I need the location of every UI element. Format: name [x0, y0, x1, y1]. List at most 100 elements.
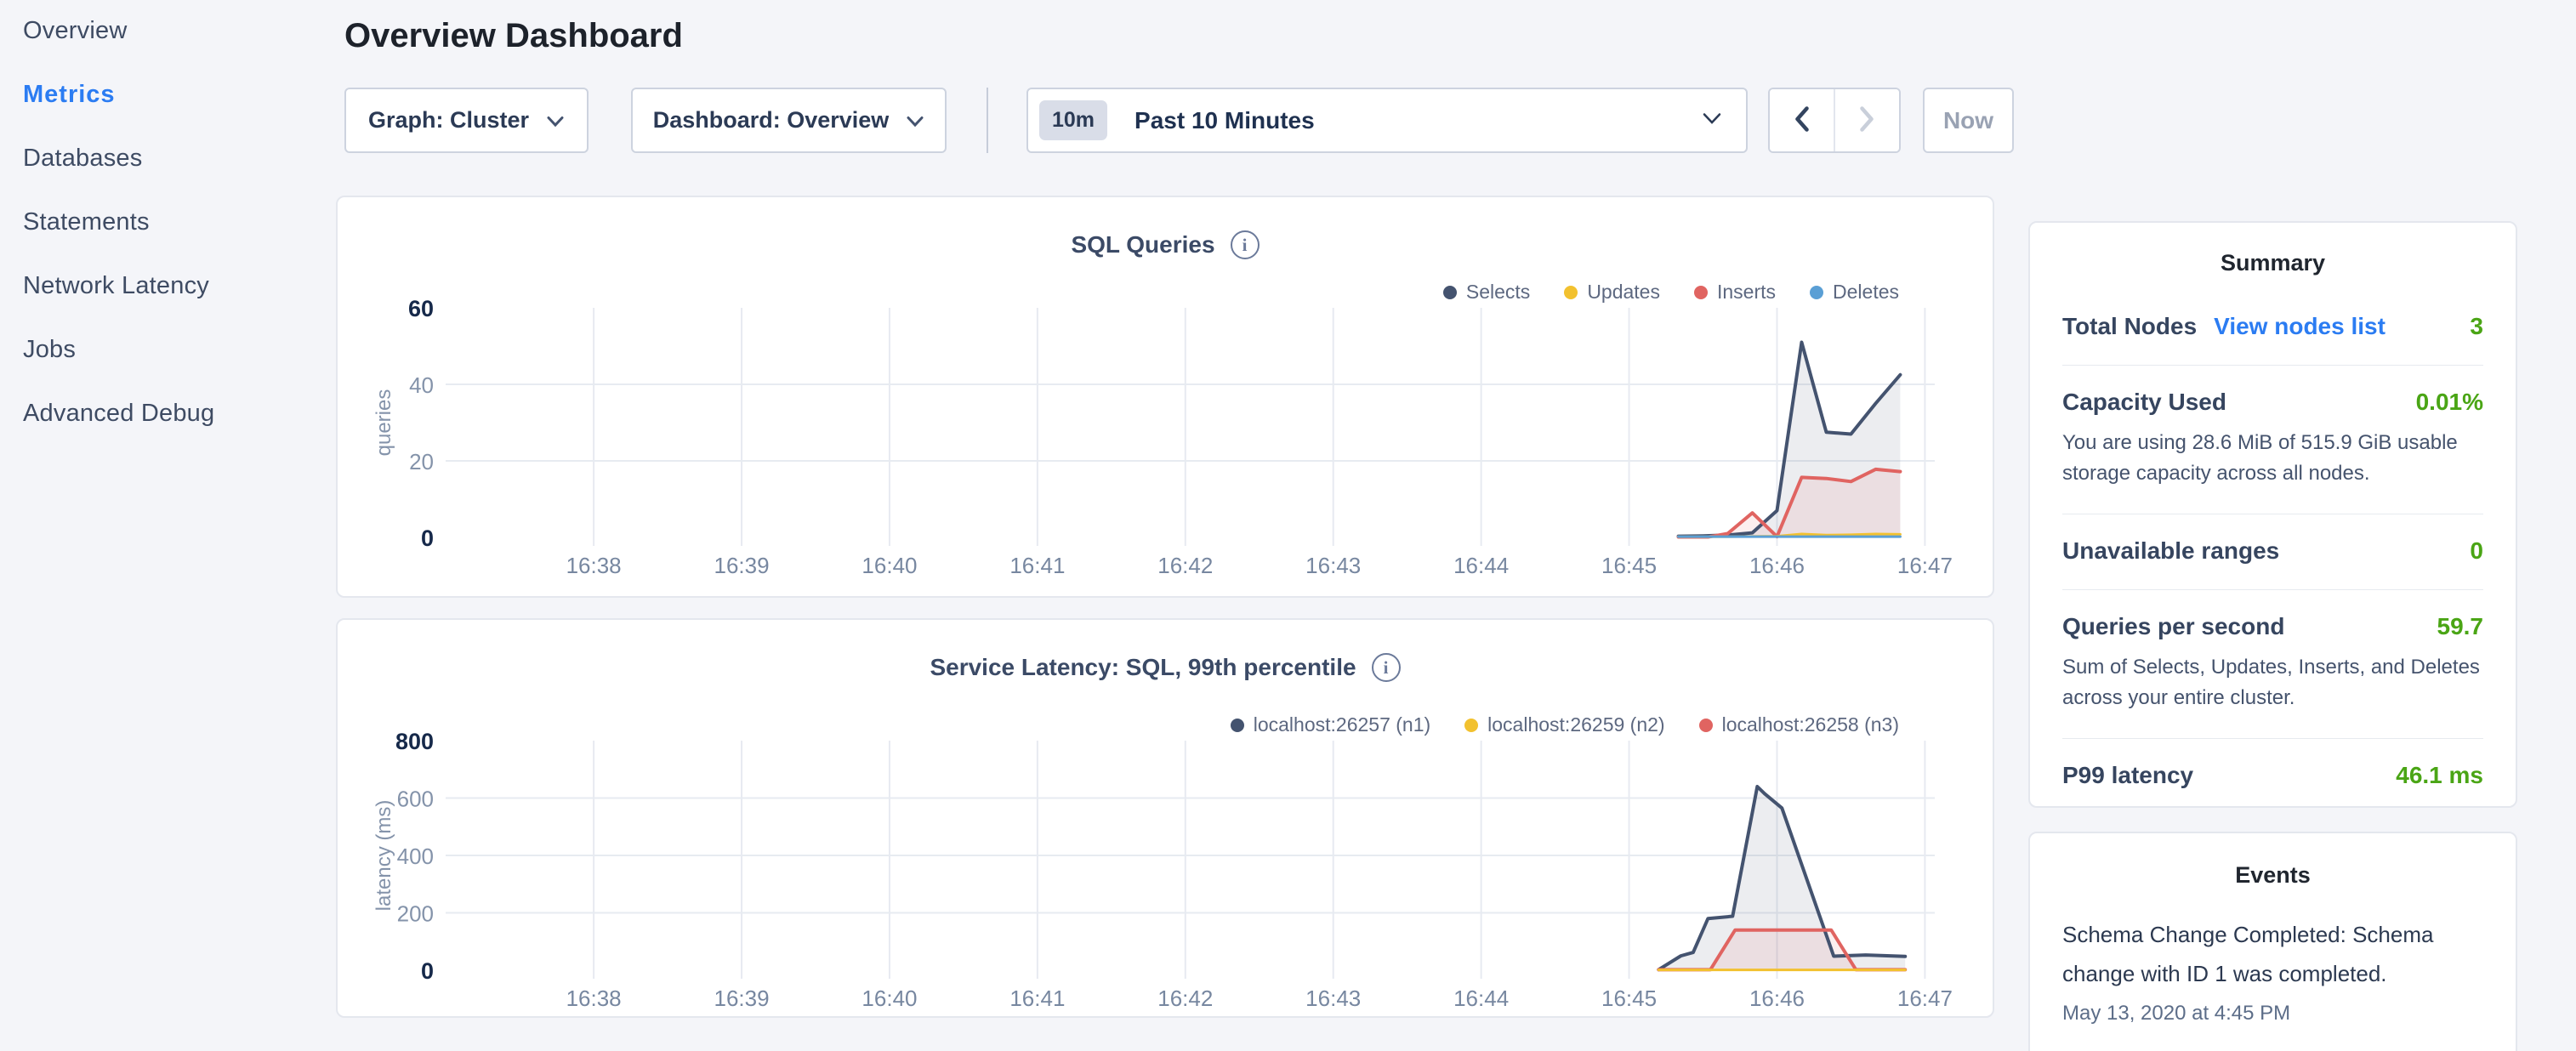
now-button[interactable]: Now — [1923, 88, 2014, 153]
controls-divider — [987, 88, 988, 153]
graph-dropdown-label: Graph: Cluster — [368, 107, 529, 134]
total-nodes-value: 3 — [2470, 313, 2483, 340]
summary-row-p99: P99 latency 46.1 ms — [2062, 739, 2483, 808]
svg-text:0: 0 — [421, 526, 434, 551]
svg-text:16:38: 16:38 — [566, 986, 622, 1011]
legend-label: Deletes — [1833, 281, 1899, 304]
dashboard-dropdown[interactable]: Dashboard: Overview — [631, 88, 947, 153]
sidebar: Overview Metrics Databases Statements Ne… — [0, 0, 336, 463]
events-panel: Events Schema Change Completed: Schema c… — [2028, 832, 2517, 1051]
legend-item-deletes: Deletes — [1810, 281, 1899, 304]
legend-dot — [1231, 719, 1244, 732]
svg-text:60: 60 — [408, 298, 434, 321]
service-latency-chart-card: Service Latency: SQL, 99th percentile i … — [336, 618, 1994, 1018]
unavailable-ranges-label: Unavailable ranges — [2062, 537, 2279, 565]
svg-text:16:45: 16:45 — [1601, 553, 1657, 578]
legend-item-n1: localhost:26257 (n1) — [1231, 713, 1430, 736]
legend-dot — [1699, 719, 1713, 732]
svg-text:16:42: 16:42 — [1157, 986, 1213, 1011]
summary-row-qps: Queries per second 59.7 Sum of Selects, … — [2062, 590, 2483, 739]
svg-text:16:40: 16:40 — [862, 986, 917, 1011]
qps-description: Sum of Selects, Updates, Inserts, and De… — [2062, 652, 2483, 713]
qps-value: 59.7 — [2437, 613, 2484, 640]
service-latency-plot: 16:38 16:39 16:40 16:41 16:42 16:43 16:44 16:45… — [361, 730, 1969, 1011]
svg-text:16:38: 16:38 — [566, 553, 622, 578]
sidebar-item-statements[interactable]: Statements — [23, 208, 336, 236]
charts-column: SQL Queries i Selects Updates Inserts — [336, 196, 1994, 1018]
sql-queries-plot: 16:3816:3916:4016:4116:4216:4316:4416:45… — [361, 298, 1969, 578]
legend-dot — [1443, 286, 1457, 299]
legend-dot — [1564, 286, 1578, 299]
svg-text:16:47: 16:47 — [1897, 553, 1953, 578]
svg-text:16:47: 16:47 — [1897, 986, 1953, 1011]
legend-item-n2: localhost:26259 (n2) — [1464, 713, 1664, 736]
chart-title: Service Latency: SQL, 99th percentile — [930, 654, 1356, 681]
sidebar-item-advanced-debug[interactable]: Advanced Debug — [23, 400, 336, 428]
right-column: Summary Total Nodes View nodes list 3 Ca… — [2028, 221, 2517, 1051]
svg-text:0: 0 — [421, 958, 434, 984]
sidebar-item-overview[interactable]: Overview — [23, 17, 336, 45]
main-content: Overview Dashboard Graph: Cluster Dashbo… — [336, 0, 2028, 1018]
svg-text:16:39: 16:39 — [714, 986, 770, 1011]
svg-text:40: 40 — [409, 372, 434, 398]
svg-text:16:44: 16:44 — [1453, 986, 1509, 1011]
svg-text:16:40: 16:40 — [862, 553, 917, 578]
summary-panel: Summary Total Nodes View nodes list 3 Ca… — [2028, 221, 2517, 808]
svg-text:16:41: 16:41 — [1009, 986, 1065, 1011]
sidebar-item-metrics[interactable]: Metrics — [23, 81, 336, 109]
time-step-controls — [1768, 88, 1901, 153]
event-timestamp: May 13, 2020 at 4:45 PM — [2062, 1002, 2483, 1025]
chevron-down-icon — [546, 107, 565, 134]
svg-text:16:41: 16:41 — [1009, 553, 1065, 578]
summary-row-unavailable-ranges: Unavailable ranges 0 — [2062, 514, 2483, 590]
info-icon[interactable]: i — [1372, 653, 1401, 682]
chevron-down-icon — [1702, 112, 1722, 129]
chevron-right-icon — [1859, 105, 1875, 135]
p99-latency-value: 46.1 ms — [2396, 762, 2483, 789]
sql-queries-chart-card: SQL Queries i Selects Updates Inserts — [336, 196, 1994, 598]
svg-text:16:44: 16:44 — [1453, 553, 1509, 578]
page-title: Overview Dashboard — [344, 17, 2028, 55]
sidebar-item-databases[interactable]: Databases — [23, 145, 336, 173]
time-window-badge: 10m — [1039, 100, 1107, 140]
legend-label: localhost:26259 (n2) — [1487, 713, 1664, 736]
app-root: Overview Metrics Databases Statements Ne… — [0, 0, 2576, 1051]
view-nodes-list-link[interactable]: View nodes list — [2214, 313, 2386, 340]
events-title: Events — [2062, 862, 2483, 889]
sidebar-item-jobs[interactable]: Jobs — [23, 336, 336, 364]
legend-label: Inserts — [1717, 281, 1776, 304]
summary-row-total-nodes: Total Nodes View nodes list 3 — [2062, 290, 2483, 366]
capacity-used-description: You are using 28.6 MiB of 515.9 GiB usab… — [2062, 428, 2483, 489]
svg-text:16:43: 16:43 — [1305, 986, 1361, 1011]
legend-item-n3: localhost:26258 (n3) — [1699, 713, 1899, 736]
dashboard-dropdown-label: Dashboard: Overview — [653, 107, 890, 134]
legend-label: localhost:26258 (n3) — [1722, 713, 1899, 736]
time-window-selector[interactable]: 10m Past 10 Minutes — [1026, 88, 1748, 153]
svg-text:16:46: 16:46 — [1749, 986, 1805, 1011]
chart-legend: localhost:26257 (n1) localhost:26259 (n2… — [1231, 713, 1899, 736]
info-icon[interactable]: i — [1231, 230, 1260, 259]
legend-item-inserts: Inserts — [1694, 281, 1776, 304]
chart-legend: Selects Updates Inserts Deletes — [1443, 281, 1899, 304]
capacity-used-label: Capacity Used — [2062, 389, 2226, 416]
p99-latency-label: P99 latency — [2062, 762, 2193, 789]
step-forward-button[interactable] — [1834, 89, 1899, 151]
svg-text:20: 20 — [409, 449, 434, 474]
svg-text:16:46: 16:46 — [1749, 553, 1805, 578]
summary-row-capacity: Capacity Used 0.01% You are using 28.6 M… — [2062, 366, 2483, 514]
legend-item-updates: Updates — [1564, 281, 1660, 304]
svg-text:16:42: 16:42 — [1157, 553, 1213, 578]
svg-text:16:45: 16:45 — [1601, 986, 1657, 1011]
total-nodes-label: Total Nodes — [2062, 313, 2197, 340]
unavailable-ranges-value: 0 — [2470, 537, 2483, 565]
legend-label: Selects — [1466, 281, 1530, 304]
graph-dropdown[interactable]: Graph: Cluster — [344, 88, 589, 153]
svg-text:600: 600 — [397, 787, 434, 812]
svg-text:400: 400 — [397, 844, 434, 869]
step-back-button[interactable] — [1770, 89, 1834, 151]
sidebar-item-network-latency[interactable]: Network Latency — [23, 272, 336, 300]
qps-label: Queries per second — [2062, 613, 2284, 640]
svg-text:200: 200 — [397, 901, 434, 927]
chevron-down-icon — [906, 107, 924, 134]
chart-title: SQL Queries — [1071, 231, 1214, 258]
